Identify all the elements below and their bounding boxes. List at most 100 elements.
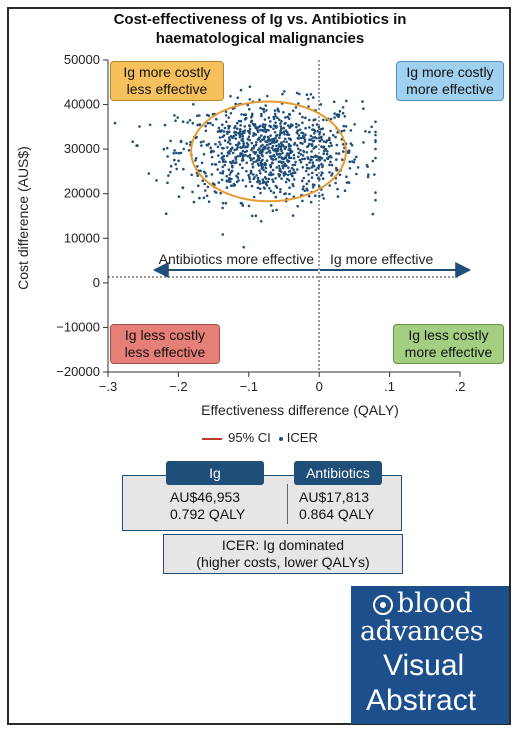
x-tick-label: −.2 [169,379,187,394]
icer-point [311,128,314,131]
icer-point [253,123,257,126]
y-tick-label: 40000 [64,97,100,112]
icer-point [241,130,245,134]
icer-point [202,152,206,156]
icer-point [288,113,292,116]
icer-point [261,148,265,152]
icer-point [261,107,265,111]
icer-point [226,140,230,144]
icer-point [268,142,271,146]
icer-point [261,181,265,185]
icer-point [331,172,334,175]
icer-point [277,172,280,176]
icer-point [229,148,233,151]
icer-point [374,140,377,144]
icer-point [352,160,356,164]
icer-point [297,124,301,127]
icer-point [305,182,309,186]
icer-point [266,94,269,98]
icer-point [275,139,279,143]
icer-point [294,160,297,164]
icer-point [194,157,198,160]
icer-point [271,168,275,172]
icer-point [336,195,340,198]
icer-point [273,141,276,144]
chart-title-line-2: haematological malignancies [155,30,365,47]
icer-point [262,168,265,172]
icer-point [287,117,291,120]
icer-point [252,173,255,176]
icer-point [249,171,253,175]
icer-point [279,131,282,134]
quadrant-bl-line-2: less effective [124,344,206,360]
icer-point [279,190,282,194]
icer-point [275,166,279,169]
society-seal-icon [373,595,393,615]
icer-point [277,160,281,163]
icer-point [209,150,213,154]
icer-point [335,152,338,155]
icer-point [292,178,296,181]
icer-point [297,151,301,155]
icer-point [244,185,248,188]
icer-point [227,116,230,119]
icer-point [272,127,275,131]
icer-point [202,140,205,143]
icer-point [214,142,217,146]
icer-point [233,126,236,130]
quadrant-label-bottom-left: Ig less costly less effective [110,324,220,364]
icer-point [272,117,276,121]
icer-point [240,139,243,142]
icer-point [173,158,176,162]
icer-point [282,111,285,114]
quadrant-tl-line-2: less effective [126,81,208,97]
quadrant-bl-line-1: Ig less costly [124,327,206,343]
icer-point [297,134,301,137]
icer-point [293,171,297,174]
icer-point [243,125,246,128]
icer-point [353,158,356,161]
icer-point [227,127,230,130]
icer-point [269,189,273,193]
icer-point [280,149,283,152]
icer-point [194,159,197,162]
icer-point [182,167,185,171]
icer-point [177,159,180,163]
icer-point [236,155,239,158]
icer-result-line-1: ICER: Ig dominated [221,537,345,553]
icer-point [196,165,199,168]
icer-point [283,162,287,166]
arrow-right-label: Ig more effective [330,251,433,267]
icer-point [334,181,337,185]
icer-point [278,118,281,121]
logo-word-advances: advances [360,616,484,647]
icer-point [229,170,233,174]
icer-point [207,200,211,203]
icer-point [315,136,318,140]
icer-point [215,117,218,121]
icer-point [322,197,326,200]
icer-point [292,153,296,157]
icer-point [169,164,173,168]
icer-point [257,158,261,162]
icer-point [221,123,224,126]
icer-point [284,192,288,195]
icer-point [220,129,224,132]
icer-point [256,162,260,166]
icer-point [347,151,351,154]
icer-point [287,148,291,151]
icer-point [227,136,231,139]
icer-point [361,100,364,103]
icer-point [200,144,203,147]
icer-point [239,201,243,205]
icer-point [311,123,315,127]
icer-point [138,125,141,128]
icer-point [198,114,201,117]
icer-point [308,126,311,129]
icer-point [315,173,319,177]
icer-point [191,190,194,194]
icer-point [311,155,315,159]
icer-point [371,159,375,163]
icer-point [250,147,254,150]
icer-point [301,199,304,203]
